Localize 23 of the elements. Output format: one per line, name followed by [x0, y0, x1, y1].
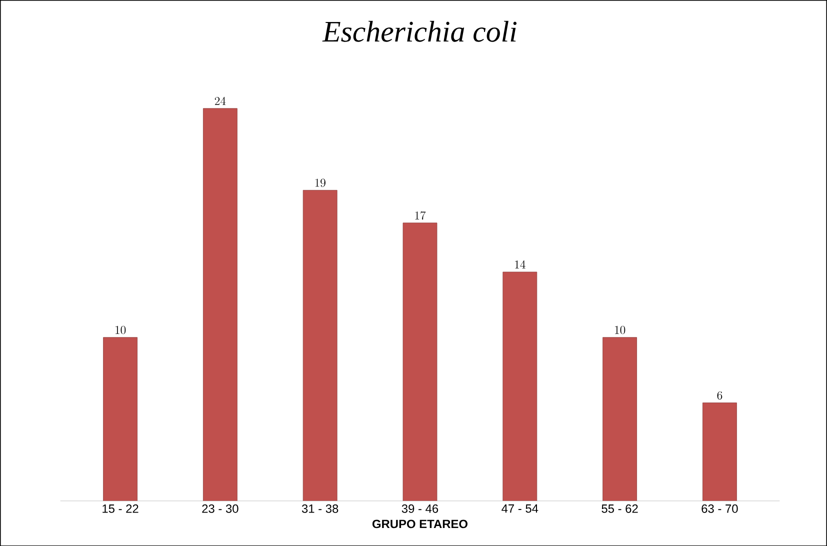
x-tick-label: 39 - 46 [402, 504, 438, 513]
x-tick-label: 63 - 70 [702, 504, 738, 513]
data-label: 6 [717, 391, 722, 400]
bar [702, 402, 737, 501]
data-label: 17 [415, 211, 426, 220]
x-tick-label: 55 - 62 [602, 504, 638, 513]
x-axis-title: GRUPO ETAREO [372, 520, 468, 528]
chart-title: Escherichia coli [322, 20, 517, 42]
bar [103, 337, 138, 501]
data-label: 10 [615, 326, 626, 334]
bar [602, 337, 637, 501]
data-label: 24 [214, 96, 226, 105]
data-label: 19 [315, 178, 326, 187]
x-tick-label: 47 - 54 [502, 504, 538, 513]
bar [402, 222, 438, 501]
bar [203, 108, 238, 501]
x-tick-label: 31 - 38 [302, 504, 338, 513]
x-tick-label: 23 - 30 [202, 504, 238, 513]
bar [302, 190, 338, 501]
data-label: 10 [116, 326, 126, 334]
bar [502, 272, 538, 501]
data-label: 14 [515, 260, 526, 268]
x-tick-label: 15 - 22 [102, 504, 138, 513]
